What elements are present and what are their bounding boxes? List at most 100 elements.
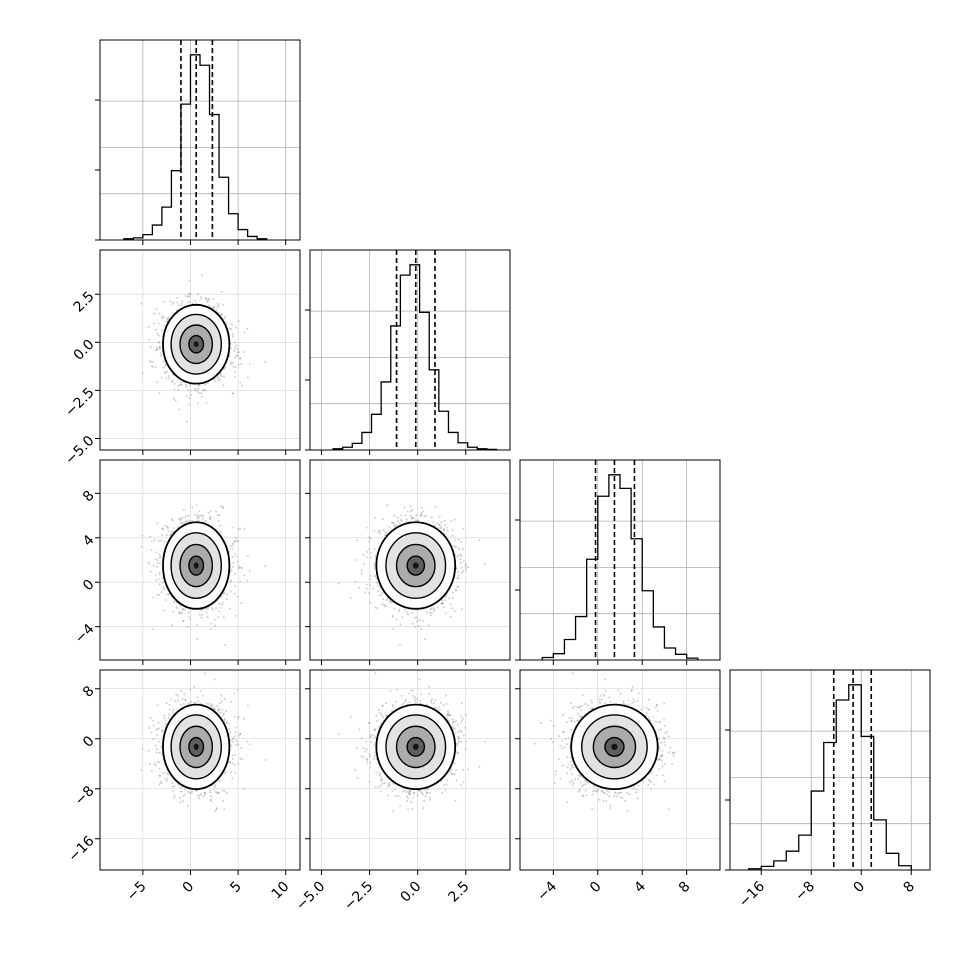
scatter-point	[231, 555, 234, 558]
scatter-point	[240, 363, 243, 366]
scatter-point	[236, 560, 239, 563]
scatter-point	[452, 544, 455, 547]
scatter-point	[208, 298, 211, 301]
y-tick-label: −5.0	[62, 433, 97, 468]
scatter-point	[459, 561, 462, 564]
scatter-point	[241, 567, 244, 570]
scatter-point	[414, 519, 417, 522]
scatter-point	[384, 534, 387, 537]
scatter-point	[382, 603, 385, 606]
scatter-point	[243, 331, 246, 334]
scatter-point	[149, 570, 152, 573]
scatter-point	[231, 392, 234, 395]
scatter-point	[239, 527, 242, 530]
scatter-point	[235, 344, 238, 347]
scatter-point	[202, 514, 205, 517]
scatter-point	[147, 326, 150, 329]
scatter-point	[460, 572, 463, 575]
scatter-point	[186, 301, 189, 304]
scatter-point	[215, 308, 218, 311]
scatter-point	[204, 297, 207, 300]
y-tick-label: 2.5	[71, 289, 98, 316]
scatter-point	[154, 349, 157, 352]
scatter-point	[416, 519, 419, 522]
scatter-point	[162, 316, 165, 319]
scatter-point	[196, 638, 199, 641]
scatter-point	[172, 610, 175, 613]
scatter-point	[166, 593, 169, 596]
scatter-point	[228, 327, 231, 330]
scatter-point	[205, 297, 208, 300]
scatter-point	[231, 335, 234, 338]
scatter-point	[234, 356, 237, 359]
scatter-point	[365, 555, 368, 558]
scatter-point	[467, 566, 470, 569]
scatter-point	[182, 509, 185, 512]
scatter-point	[223, 367, 226, 370]
scatter-point	[230, 569, 233, 572]
scatter-point	[409, 514, 412, 517]
scatter-point	[385, 604, 388, 607]
scatter-point	[184, 383, 187, 386]
scatter-point	[427, 624, 430, 627]
scatter-point	[197, 519, 200, 522]
scatter-point	[162, 300, 165, 303]
scatter-point	[162, 585, 165, 588]
scatter-point	[176, 607, 179, 610]
scatter-point	[222, 384, 225, 387]
scatter-point	[400, 514, 403, 517]
scatter-point	[140, 302, 143, 305]
panel-frame	[99, 39, 301, 241]
scatter-point	[152, 564, 155, 567]
scatter-point	[221, 601, 224, 604]
scatter-point	[231, 526, 234, 529]
scatter-point	[403, 506, 406, 509]
scatter-point	[211, 607, 214, 610]
scatter-point	[196, 402, 199, 405]
scatter-point	[228, 607, 231, 610]
scatter-point	[172, 301, 175, 304]
scatter-point	[420, 511, 423, 514]
scatter-point	[190, 393, 193, 396]
scatter-point	[204, 389, 207, 392]
scatter-point	[234, 572, 237, 575]
scatter-point	[430, 607, 433, 610]
scatter-point	[200, 395, 203, 398]
scatter-point	[212, 305, 215, 308]
scatter-point	[420, 513, 423, 516]
scatter-point	[462, 527, 465, 530]
scatter-point	[440, 521, 443, 524]
contour-line	[188, 334, 205, 354]
scatter-point	[228, 550, 231, 553]
scatter-point	[415, 514, 418, 517]
scatter-point	[237, 351, 240, 354]
scatter-point	[217, 376, 220, 379]
scatter-point	[219, 606, 222, 609]
scatter-point	[234, 584, 237, 587]
scatter-point	[171, 519, 174, 522]
scatter-point	[152, 596, 155, 599]
scatter-point	[186, 388, 189, 391]
scatter-point	[157, 578, 160, 581]
scatter-point	[411, 517, 414, 520]
scatter-point	[213, 306, 216, 309]
scatter-point	[239, 580, 242, 583]
scatter-point	[217, 304, 220, 307]
scatter-point	[216, 302, 219, 305]
scatter-point	[442, 528, 445, 531]
scatter-point	[161, 329, 164, 332]
scatter-point	[383, 605, 386, 608]
scatter-point	[235, 326, 238, 329]
scatter-point	[182, 608, 185, 611]
scatter-point	[455, 545, 458, 548]
scatter-point	[378, 594, 381, 597]
scatter-point	[207, 297, 210, 300]
scatter-point	[243, 527, 246, 530]
scatter-point	[158, 322, 161, 325]
scatter-point	[217, 519, 220, 522]
scatter-point	[426, 611, 429, 614]
scatter-point	[183, 521, 186, 524]
scatter-point	[150, 540, 153, 543]
scatter-point	[188, 279, 191, 282]
panel-background	[310, 250, 510, 450]
